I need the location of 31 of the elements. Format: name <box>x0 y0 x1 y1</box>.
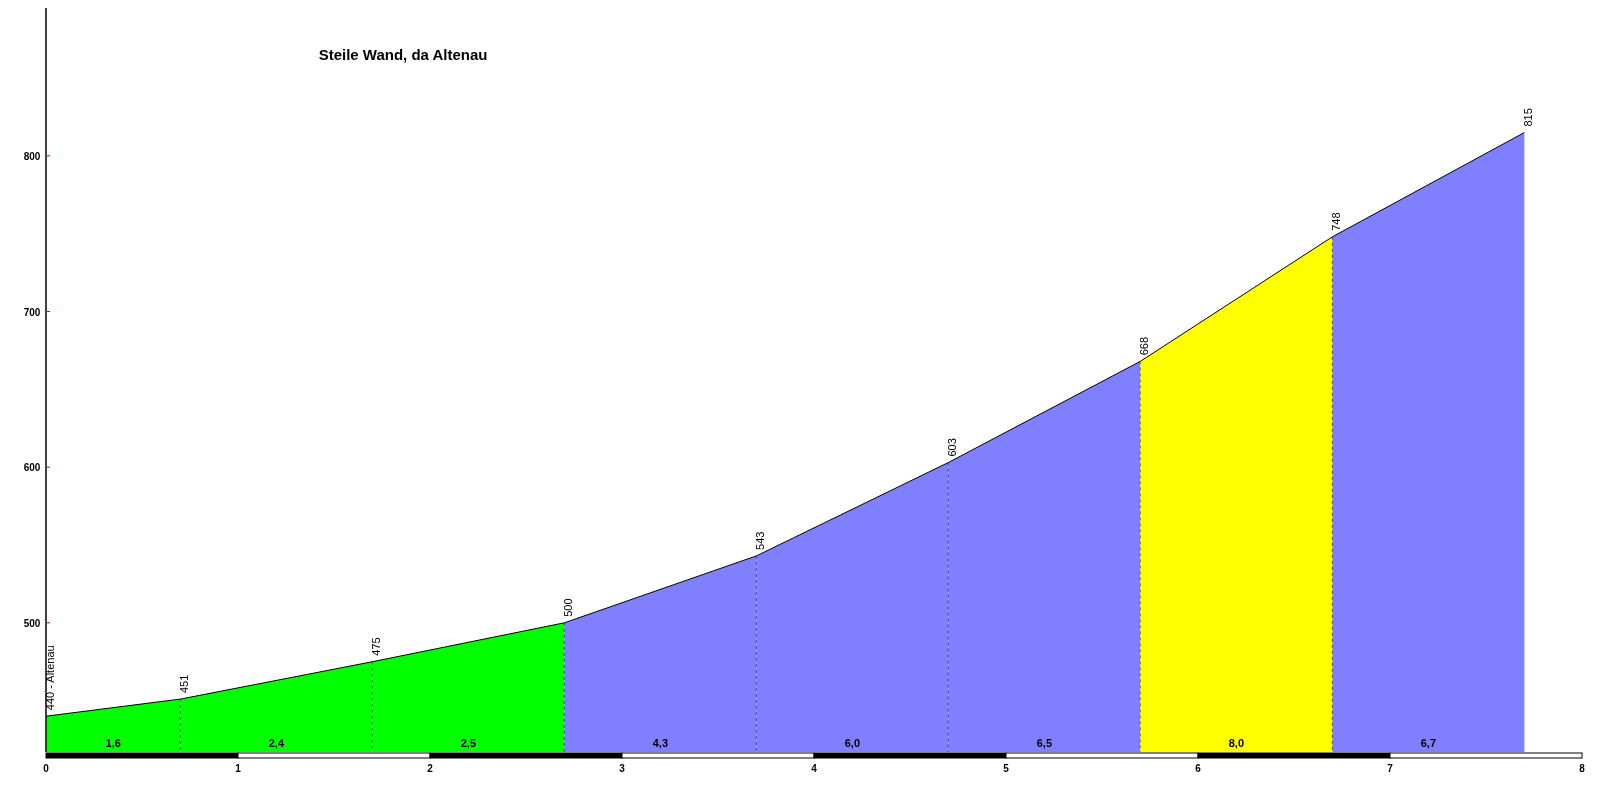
data-label: 748 <box>1330 212 1343 231</box>
text: Steile Wand, da Altenau <box>318 46 488 63</box>
annotation: 6,7 <box>1420 737 1437 750</box>
annotation: 2,5 <box>460 737 477 750</box>
annotation: 8,0 <box>1228 737 1245 750</box>
y-tick-label: 500 <box>23 617 41 629</box>
x-tick-label: 2 <box>427 763 434 774</box>
y-tick-label: 800 <box>23 150 41 162</box>
data-label: 440 - Altenau <box>44 645 56 711</box>
x-tick-label: 8 <box>1579 763 1586 774</box>
data-label: 451 <box>178 674 191 694</box>
x-tick-label: 0 <box>43 763 50 774</box>
x-tick-label: 5 <box>1003 763 1010 774</box>
y-tick-label: 700 <box>23 306 41 318</box>
annotation: 1,6 <box>105 737 121 750</box>
y-tick-label: 600 <box>23 462 41 474</box>
x-tick-label: 6 <box>1195 763 1202 774</box>
data-label: 815 <box>1522 108 1535 127</box>
x-tick-label: 4 <box>811 763 818 774</box>
x-tick-label: 1 <box>235 763 242 774</box>
data-label: 475 <box>370 637 383 656</box>
data-label: 668 <box>1138 336 1151 356</box>
annotation: 6,0 <box>844 737 861 750</box>
data-label: 603 <box>946 438 959 457</box>
data-label: 500 <box>562 598 575 617</box>
x-tick-label: 7 <box>1387 763 1394 774</box>
annotation: 2,4 <box>268 737 285 750</box>
data-label: 543 <box>754 531 767 550</box>
annotation: 4,3 <box>652 737 669 750</box>
x-tick-label: 3 <box>619 763 626 774</box>
annotation: 6,5 <box>1036 737 1053 750</box>
